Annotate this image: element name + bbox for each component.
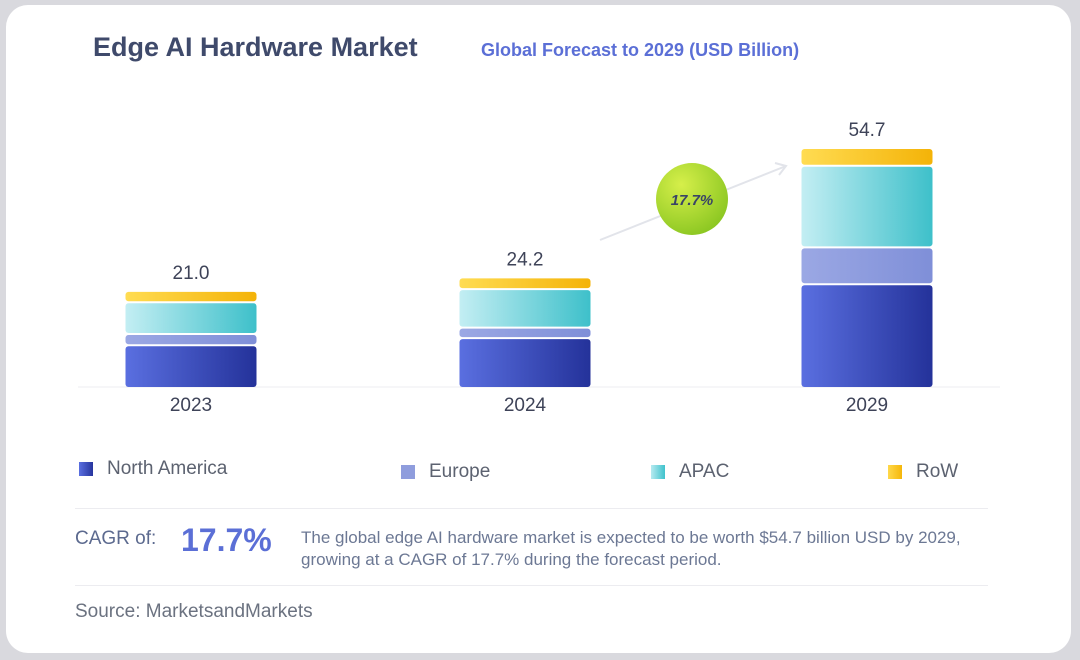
bars-group: [125, 149, 933, 387]
bar-segment-europe-2023: [125, 334, 257, 345]
growth-arrow-head: [774, 162, 788, 176]
legend-swatch-apac: [651, 465, 665, 479]
bar-total-label-2029: 54.7: [849, 120, 886, 141]
divider-bottom: [75, 585, 988, 586]
legend-swatch-row: [888, 465, 902, 479]
bar-segment-north-america-2029: [801, 285, 933, 387]
bar-segment-north-america-2024: [459, 339, 591, 387]
bar-segment-apac-2029: [801, 166, 933, 247]
legend-swatch-europe: [401, 465, 415, 479]
legend-label-europe: Europe: [429, 461, 491, 482]
bar-segment-row-2029: [801, 149, 933, 165]
x-tick-label-2029: 2029: [846, 395, 888, 416]
legend-item-apac: APAC: [651, 461, 729, 483]
chart-title: Edge AI Hardware Market: [93, 32, 418, 62]
bar-total-label-2024: 24.2: [507, 249, 544, 270]
cagr-value: 17.7%: [181, 522, 272, 558]
bar-segment-row-2024: [459, 278, 591, 289]
legend-label-apac: APAC: [679, 461, 730, 482]
bar-segment-europe-2029: [801, 248, 933, 284]
bar-segment-row-2023: [125, 291, 257, 302]
cagr-description: The global edge AI hardware market is ex…: [301, 528, 961, 569]
bar-segment-europe-2024: [459, 328, 591, 338]
legend-label-row: RoW: [916, 461, 959, 482]
legend-item-europe: Europe: [401, 461, 490, 483]
legend-item-north-america: North America: [79, 458, 227, 480]
cagr-label: CAGR of:: [75, 528, 157, 549]
stacked-bar-chart: 21.0 2023 24.2 2024 54.7 2029 17.7%: [78, 120, 1000, 416]
x-tick-label-2023: 2023: [170, 395, 212, 416]
legend-item-row: RoW: [888, 461, 958, 483]
bar-total-label-2023: 21.0: [173, 263, 210, 284]
chart-subtitle: Global Forecast to 2029 (USD Billion): [481, 40, 800, 60]
growth-badge-label: 17.7%: [671, 192, 714, 209]
growth-indicator: 17.7%: [599, 162, 788, 241]
labels-group: 21.0 2023 24.2 2024 54.7 2029: [170, 120, 888, 416]
growth-badge: [656, 163, 728, 235]
bar-segment-north-america-2023: [125, 346, 257, 387]
legend-swatch-north-america: [79, 462, 93, 476]
legend-label-north-america: North America: [107, 458, 228, 479]
source-note: Source: MarketsandMarkets: [75, 601, 313, 622]
x-tick-label-2024: 2024: [504, 395, 547, 416]
bar-segment-apac-2024: [459, 290, 591, 327]
divider-top: [75, 508, 988, 509]
bar-segment-apac-2023: [125, 303, 257, 333]
